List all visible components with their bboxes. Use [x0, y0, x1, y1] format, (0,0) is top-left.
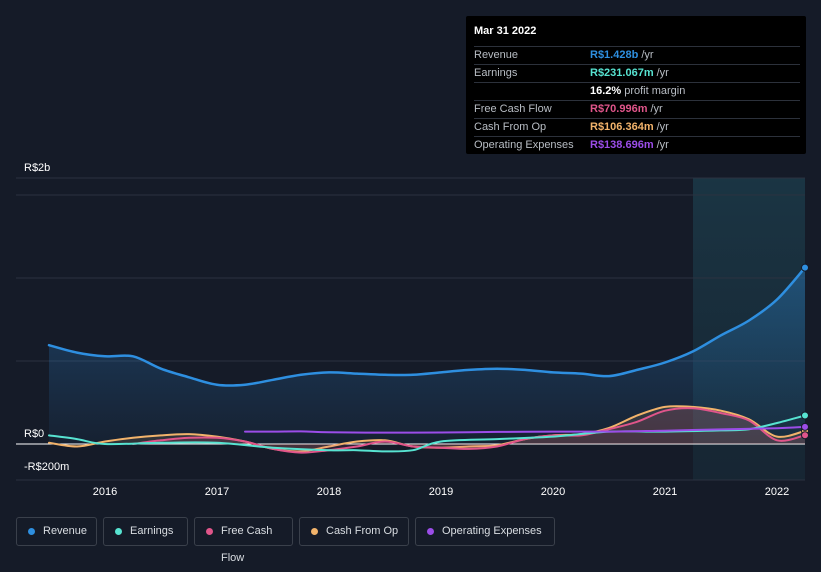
tooltip-row: 16.2% profit margin [474, 83, 800, 101]
legend-label: Cash From Op [326, 525, 399, 537]
tooltip-row-value: R$138.696m [590, 139, 654, 151]
legend-item-earnings[interactable]: Earnings [103, 517, 188, 546]
legend-item-cash-from-op[interactable]: Cash From Op [299, 517, 409, 546]
tooltip-row-value: 16.2% [590, 85, 622, 97]
tooltip-row-value: R$70.996m [590, 103, 648, 115]
tooltip-row-unit: /yr [656, 121, 669, 133]
x-tick-label: 2016 [93, 486, 117, 498]
legend-item-operating-expenses[interactable]: Operating Expenses [415, 517, 555, 546]
x-tick-label: 2017 [205, 486, 229, 498]
legend-label: Operating Expenses [442, 525, 542, 537]
revenue-area [49, 267, 805, 444]
series-layer [47, 263, 809, 454]
legend-label: Earnings [130, 525, 174, 537]
tooltip-row-unit: /yr [641, 49, 654, 61]
axis-layer: R$2b R$0 -R$200m 2016 2017 2018 2019 2020 202… [24, 162, 789, 498]
x-tick-label: 2019 [429, 486, 453, 498]
tooltip-row: Earnings R$231.067m/yr [474, 65, 800, 83]
tooltip-row-value: R$231.067m [590, 67, 654, 79]
revenue-end-point [801, 263, 809, 272]
tooltip-row-value: R$1.428b [590, 49, 639, 61]
operating-expenses-line [244, 425, 806, 434]
tooltip-row: Free Cash Flow R$70.996m/yr [474, 101, 800, 119]
legend-item-free-cash-flow[interactable]: Free Cash Flow [194, 517, 293, 564]
y-axis-top-label: R$2b [24, 162, 50, 174]
tooltip-date: Mar 31 2022 [474, 16, 800, 47]
tooltip-row: Operating Expenses R$138.696m/yr [474, 137, 800, 154]
tooltip-row-unit: profit margin [624, 85, 686, 97]
tooltip: Mar 31 2022 Revenue R$1.428b/yr Earnings R$… [466, 16, 806, 154]
free-cash-flow-area [133, 408, 805, 453]
tooltip-row-label: Earnings [474, 67, 518, 79]
x-tick-label: 2020 [541, 486, 565, 498]
tooltip-row-label: Free Cash Flow [474, 103, 552, 115]
tooltip-row-unit: /yr [656, 139, 669, 151]
x-tick-label: 2018 [317, 486, 341, 498]
tooltip-row-unit: /yr [656, 67, 669, 79]
tooltip-row-unit: /yr [650, 103, 663, 115]
operating-expenses-end-point [801, 422, 809, 431]
tooltip-row-label [474, 83, 590, 100]
tooltip-row: Revenue R$1.428b/yr [474, 47, 800, 65]
x-tick-label: 2022 [765, 486, 789, 498]
earnings-end-point [801, 411, 809, 420]
tooltip-row-label: Revenue [474, 49, 519, 61]
legend-dot-icon [206, 528, 213, 535]
free-cash-flow-line [132, 407, 806, 454]
revenue-line [47, 266, 807, 387]
tooltip-row-label: Cash From Op [474, 121, 547, 133]
chart: R$2b R$0 -R$200m 2016 2017 2018 2019 2020 202… [16, 162, 809, 498]
legend-dot-icon [28, 528, 35, 535]
legend-dot-icon [311, 528, 318, 535]
tooltip-row-value: R$106.364m [590, 121, 654, 133]
x-tick-label: 2021 [653, 486, 677, 498]
tooltip-row: Cash From Op R$106.364m/yr [474, 119, 800, 137]
tooltip-row-label: Operating Expenses [474, 139, 574, 151]
legend-dot-icon [115, 528, 122, 535]
y-axis-zero-label: R$0 [24, 428, 44, 440]
y-axis-bottom-label: -R$200m [24, 461, 69, 473]
free-cash-flow-end-point [801, 431, 809, 440]
legend-item-revenue[interactable]: Revenue [16, 517, 97, 546]
legend-dot-icon [427, 528, 434, 535]
legend-label: Revenue [43, 525, 88, 537]
